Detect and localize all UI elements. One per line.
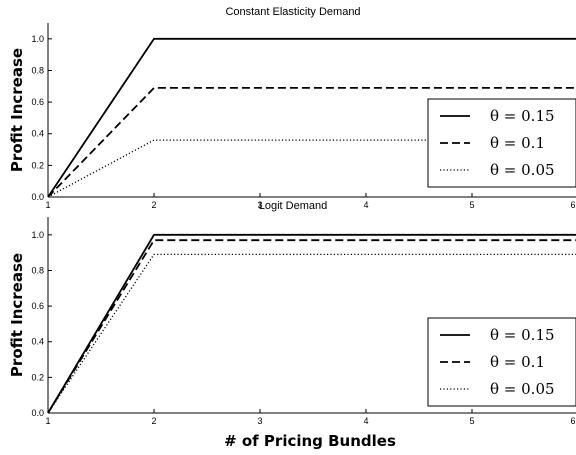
x-tick-label: 3 xyxy=(257,416,262,426)
x-tick-label: 6 xyxy=(570,200,575,210)
legend-label-1: θ = 0.15 xyxy=(490,107,555,125)
x-tick-label: 4 xyxy=(363,200,368,210)
y-tick-label: 0.6 xyxy=(31,301,44,311)
x-tick-label: 2 xyxy=(151,200,156,210)
chart-panel-2: Logit Demand Profit Increase 0.0 0.2 0.4 0.6 0… xyxy=(8,200,576,450)
y-tick-label: 0.8 xyxy=(31,265,44,275)
y-tick-label: 1.0 xyxy=(31,230,44,240)
y-tick-label: 0.2 xyxy=(31,372,44,382)
legend-label-3: θ = 0.05 xyxy=(490,380,555,398)
x-tick-label: 4 xyxy=(363,416,368,426)
y-tick-label: 0.4 xyxy=(31,337,44,347)
y-tick-label: 0.4 xyxy=(31,129,44,139)
legend: θ = 0.15 θ = 0.1 θ = 0.05 xyxy=(427,317,576,407)
y-tick-label: 0.2 xyxy=(31,160,44,170)
y-tick-label: 0.0 xyxy=(31,192,44,202)
y-tick-label: 1.0 xyxy=(31,34,44,44)
x-tick-label: 1 xyxy=(45,200,50,210)
y-axis-label: Profit Increase xyxy=(8,253,26,377)
legend-label-2: θ = 0.1 xyxy=(490,134,545,152)
legend: θ = 0.15 θ = 0.1 θ = 0.05 xyxy=(427,98,576,188)
series-line-1 xyxy=(47,233,576,414)
chart-panel-1: Constant Elasticity Demand Profit Increas… xyxy=(8,6,576,210)
y-axis-label: Profit Increase xyxy=(8,48,26,172)
x-tick-label: 5 xyxy=(469,200,474,210)
series-line-1 xyxy=(47,37,576,198)
x-tick-label: 2 xyxy=(151,416,156,426)
series-line-2 xyxy=(47,239,576,414)
y-tick-label: 0.0 xyxy=(31,408,44,418)
x-axis-label: # of Pricing Bundles xyxy=(224,432,396,450)
legend-label-2: θ = 0.1 xyxy=(490,353,545,371)
legend-label-3: θ = 0.05 xyxy=(490,161,555,179)
legend-label-1: θ = 0.15 xyxy=(490,326,555,344)
x-tick-label: 3 xyxy=(257,200,262,210)
x-tick-label: 1 xyxy=(45,416,50,426)
y-tick-label: 0.8 xyxy=(31,65,44,75)
chart-title: Logit Demand xyxy=(259,200,328,212)
y-tick-label: 0.6 xyxy=(31,97,44,107)
x-tick-label: 6 xyxy=(570,416,575,426)
chart-title: Constant Elasticity Demand xyxy=(225,6,360,18)
series-line-2 xyxy=(47,87,576,198)
x-tick-label: 5 xyxy=(469,416,474,426)
